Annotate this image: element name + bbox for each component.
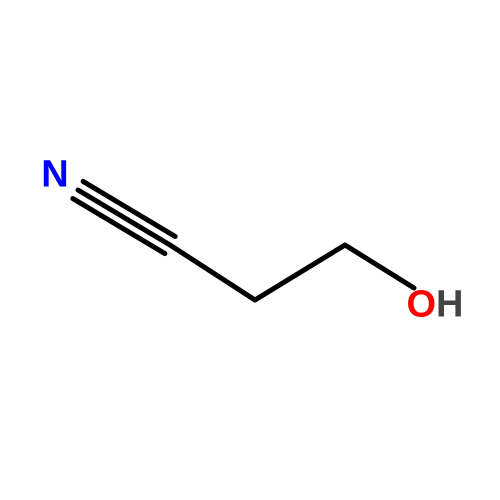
bond-line	[345, 245, 414, 288]
bond-line	[73, 199, 165, 254]
molecule-canvas	[0, 0, 500, 500]
hydroxyl-group: OH	[406, 284, 463, 327]
bond-line	[78, 190, 170, 245]
oxygen-symbol: O	[406, 284, 436, 326]
nitrogen-atom: N	[41, 154, 68, 197]
bonds-group	[73, 181, 414, 300]
nitrogen-symbol: N	[41, 154, 68, 196]
bond-line	[170, 245, 255, 300]
bond-line	[255, 245, 345, 300]
hydrogen-symbol: H	[436, 284, 463, 326]
bond-line	[83, 181, 175, 236]
